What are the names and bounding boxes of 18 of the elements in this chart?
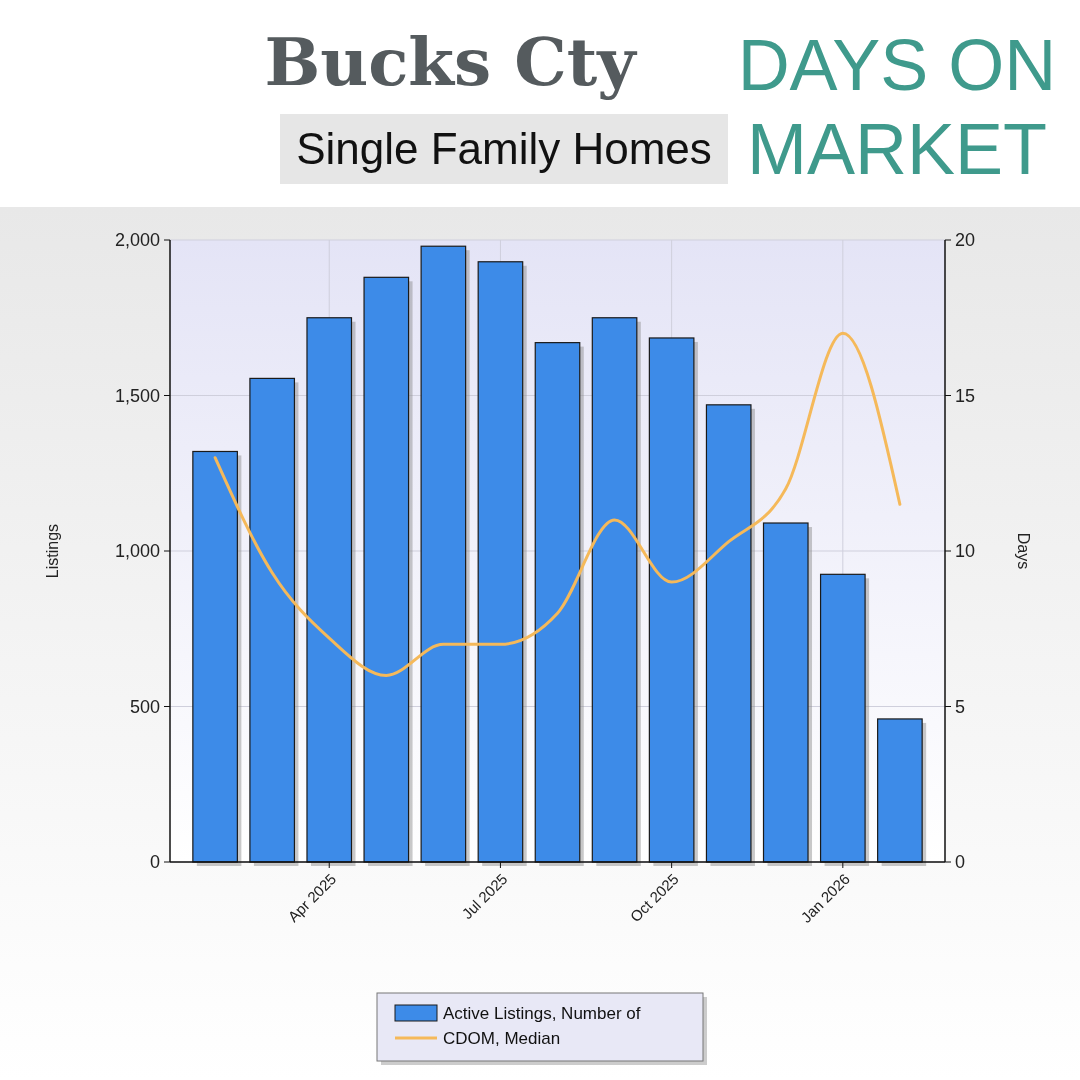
- y-tick-label: 1,000: [114, 541, 160, 562]
- y2-tick-label: 10: [955, 541, 976, 562]
- legend-label: CDOM, Median: [443, 1028, 561, 1048]
- y2-tick-label: 20: [955, 230, 976, 251]
- y2-tick-label: 5: [955, 696, 966, 717]
- y-axis-title: Listings: [44, 523, 61, 579]
- y2-tick-label: 0: [955, 852, 966, 873]
- legend-label: Active Listings, Number of: [443, 1003, 641, 1023]
- y-tick-label: 500: [129, 696, 160, 717]
- y2-axis-title: Days: [1015, 532, 1032, 570]
- line-series: [213, 331, 902, 677]
- y-tick-label: 2,000: [114, 230, 160, 251]
- text: DAYS ON MARKET: [737, 25, 1057, 189]
- y-tick-label: 1,500: [114, 385, 160, 406]
- chart-subtitle: Single Family Homes: [296, 124, 712, 173]
- chart-title: Bucks Cty: [264, 23, 638, 101]
- y-tick-label: 0: [149, 852, 160, 873]
- y2-tick-label: 15: [955, 385, 976, 406]
